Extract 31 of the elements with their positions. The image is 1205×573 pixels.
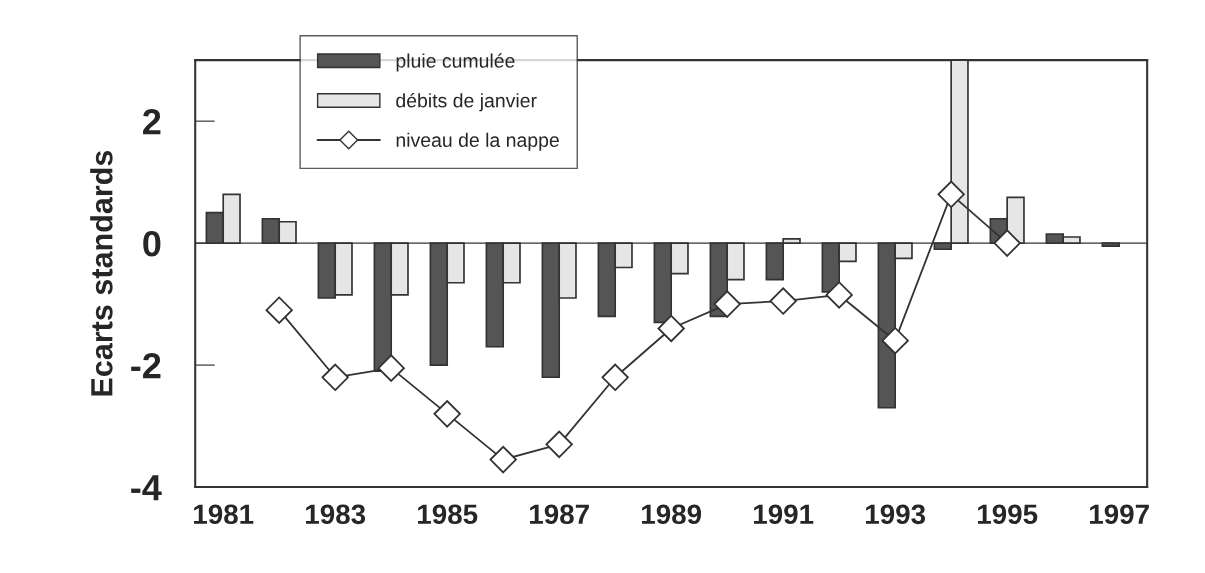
point <box>433 400 461 428</box>
x-tick-label: 1993 <box>866 504 926 525</box>
x-tick-label: 1985 <box>418 504 478 525</box>
point <box>881 327 909 355</box>
x-tick-label: 1987 <box>530 504 589 525</box>
point <box>321 363 349 391</box>
x-tick-label: 1995 <box>978 504 1038 525</box>
y-tick-label: -4 <box>131 475 162 501</box>
x-tick-label: 1989 <box>642 504 702 525</box>
point <box>713 290 741 318</box>
legend-label: niveau de la nappe <box>396 132 559 151</box>
y-tick-label: 0 <box>143 230 161 257</box>
point <box>489 445 517 474</box>
point <box>601 363 629 391</box>
y-axis-title: Ecarts standards <box>90 150 113 396</box>
y-tick-label: 2 <box>143 109 161 135</box>
point <box>993 229 1021 257</box>
x-tick-label: 1981 <box>194 504 254 525</box>
x-tick-label: 1997 <box>1090 504 1149 525</box>
x-tick-label: 1983 <box>306 504 366 525</box>
point <box>265 296 293 324</box>
point <box>769 287 797 315</box>
point <box>825 281 853 309</box>
point <box>937 180 965 209</box>
point <box>377 354 405 382</box>
point <box>545 430 573 459</box>
x-tick-label: 1991 <box>754 504 814 525</box>
y-tick-label: -2 <box>131 352 161 379</box>
legend-label: débits de janvier <box>396 92 537 112</box>
legend-label: pluie cumulée <box>396 53 515 72</box>
point <box>657 314 685 343</box>
